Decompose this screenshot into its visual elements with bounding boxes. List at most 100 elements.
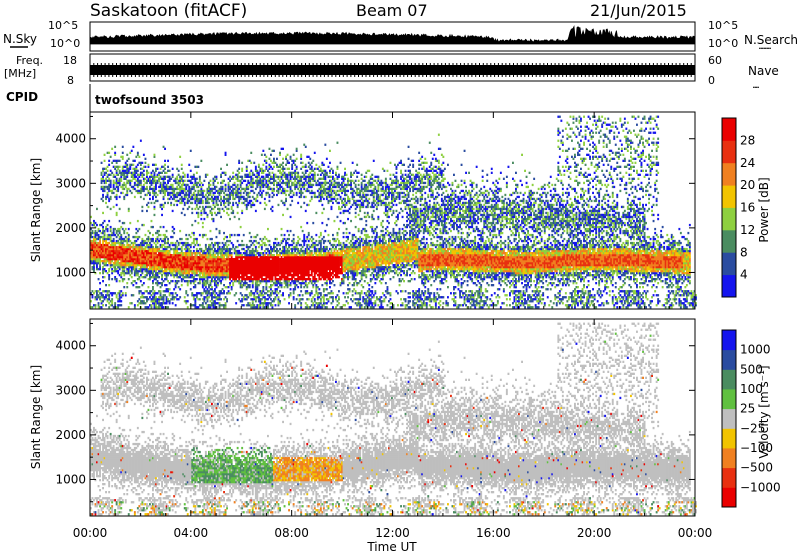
power-cell — [146, 300, 148, 302]
power-cell — [111, 162, 113, 164]
power-cell — [98, 294, 100, 296]
power-cell — [98, 228, 100, 230]
power-cell — [110, 182, 112, 184]
power-cell — [111, 304, 113, 306]
power-cell — [126, 194, 128, 196]
power-cell — [107, 176, 109, 178]
power-cell — [98, 234, 100, 236]
power-cell — [119, 232, 121, 234]
power-cell — [99, 240, 101, 242]
power-cell — [154, 178, 156, 180]
power-cell — [114, 302, 116, 304]
power-cell — [108, 200, 110, 202]
power-cell — [101, 302, 103, 304]
power-cell — [114, 266, 116, 268]
power-cell — [131, 282, 133, 284]
power-cell — [117, 168, 119, 170]
power-cell — [149, 232, 151, 234]
power-cell — [145, 158, 147, 160]
power-cell — [104, 236, 106, 238]
power-cell — [108, 160, 110, 162]
power-cell — [155, 170, 157, 172]
power-cell — [134, 280, 136, 282]
power-cell — [113, 240, 115, 242]
power-cell — [123, 274, 125, 276]
power-cell — [119, 292, 121, 294]
power-cell — [125, 292, 127, 294]
power-cell — [155, 296, 157, 298]
power-cell — [98, 304, 100, 306]
power-cell — [149, 242, 151, 244]
power-cell — [105, 262, 107, 264]
power-cell — [120, 276, 122, 278]
power-cell — [143, 180, 145, 182]
power-cell — [131, 302, 133, 304]
power-cell — [96, 232, 98, 234]
power-cell — [152, 286, 154, 288]
power-cell — [110, 208, 112, 210]
power-cell — [128, 158, 130, 160]
power-cell — [137, 230, 139, 232]
power-cell — [148, 236, 150, 238]
power-cell — [123, 286, 125, 288]
power-cell — [154, 206, 156, 208]
power-cell — [137, 178, 139, 180]
power-cell — [102, 176, 104, 178]
power-cell — [104, 268, 106, 270]
power-cell — [120, 236, 122, 238]
power-cell — [131, 150, 133, 152]
power-cell — [113, 232, 115, 234]
power-cell — [117, 240, 119, 242]
power-cell — [152, 196, 154, 198]
power-cell — [104, 230, 106, 232]
power-cell — [145, 166, 147, 168]
power-cell — [149, 192, 151, 194]
power-cell — [129, 274, 131, 276]
power-cell — [135, 168, 137, 170]
power-cell — [126, 282, 128, 284]
power-cell — [148, 206, 150, 208]
power-cell — [116, 214, 118, 216]
power-cell — [110, 228, 112, 230]
power-cell — [145, 248, 147, 250]
power-cell — [128, 272, 130, 274]
power-cell — [138, 278, 140, 280]
power-cell — [122, 156, 124, 158]
power-cell — [93, 292, 95, 294]
power-cell — [135, 240, 137, 242]
power-cell — [148, 164, 150, 166]
power-cell — [122, 168, 124, 170]
power-cell — [98, 290, 100, 292]
power-cell — [123, 196, 125, 198]
power-cell — [120, 234, 122, 236]
power-cell — [148, 298, 150, 300]
power-cell — [108, 270, 110, 272]
power-cell — [125, 186, 127, 188]
power-cell — [145, 276, 147, 278]
power-cell — [123, 188, 125, 190]
power-cell — [135, 172, 137, 174]
power-cell — [126, 154, 128, 156]
power-cell — [96, 264, 98, 266]
power-cell — [145, 234, 147, 236]
power-cell — [105, 172, 107, 174]
power-cell — [108, 164, 110, 166]
power-cell — [154, 194, 156, 196]
power-cell — [111, 260, 113, 262]
power-cell — [141, 172, 143, 174]
power-cell — [152, 240, 154, 242]
power-cell — [101, 306, 103, 308]
power-cell — [126, 174, 128, 176]
power-cell — [143, 224, 145, 226]
power-cell — [151, 290, 153, 292]
power-cell — [110, 170, 112, 172]
power-cell — [141, 284, 143, 286]
power-cell — [135, 156, 137, 158]
power-cell — [116, 172, 118, 174]
power-cell — [125, 236, 127, 238]
power-cell — [110, 238, 112, 240]
power-cell — [101, 162, 103, 164]
power-cell — [146, 242, 148, 244]
power-cell — [123, 268, 125, 270]
power-cell — [146, 194, 148, 196]
